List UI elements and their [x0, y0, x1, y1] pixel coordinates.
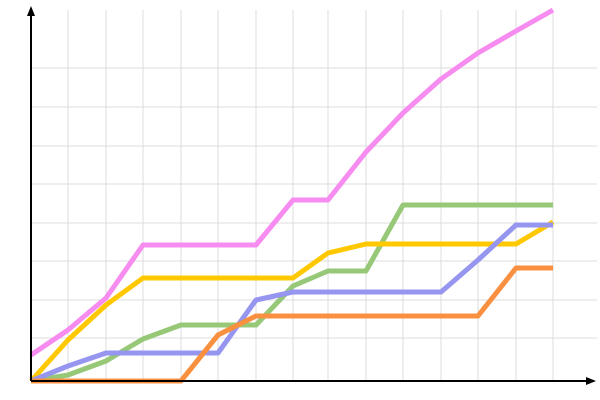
series-lines [29, 7, 555, 384]
vertical-gridlines [67, 10, 554, 381]
line-series-yellow [29, 219, 555, 383]
y-axis-arrow-icon [27, 6, 35, 16]
chart-axes [27, 6, 596, 385]
line-series-purple [30, 222, 553, 384]
line-series-pink [29, 7, 555, 358]
x-axis-arrow-icon [586, 377, 596, 385]
horizontal-gridlines [31, 67, 597, 339]
